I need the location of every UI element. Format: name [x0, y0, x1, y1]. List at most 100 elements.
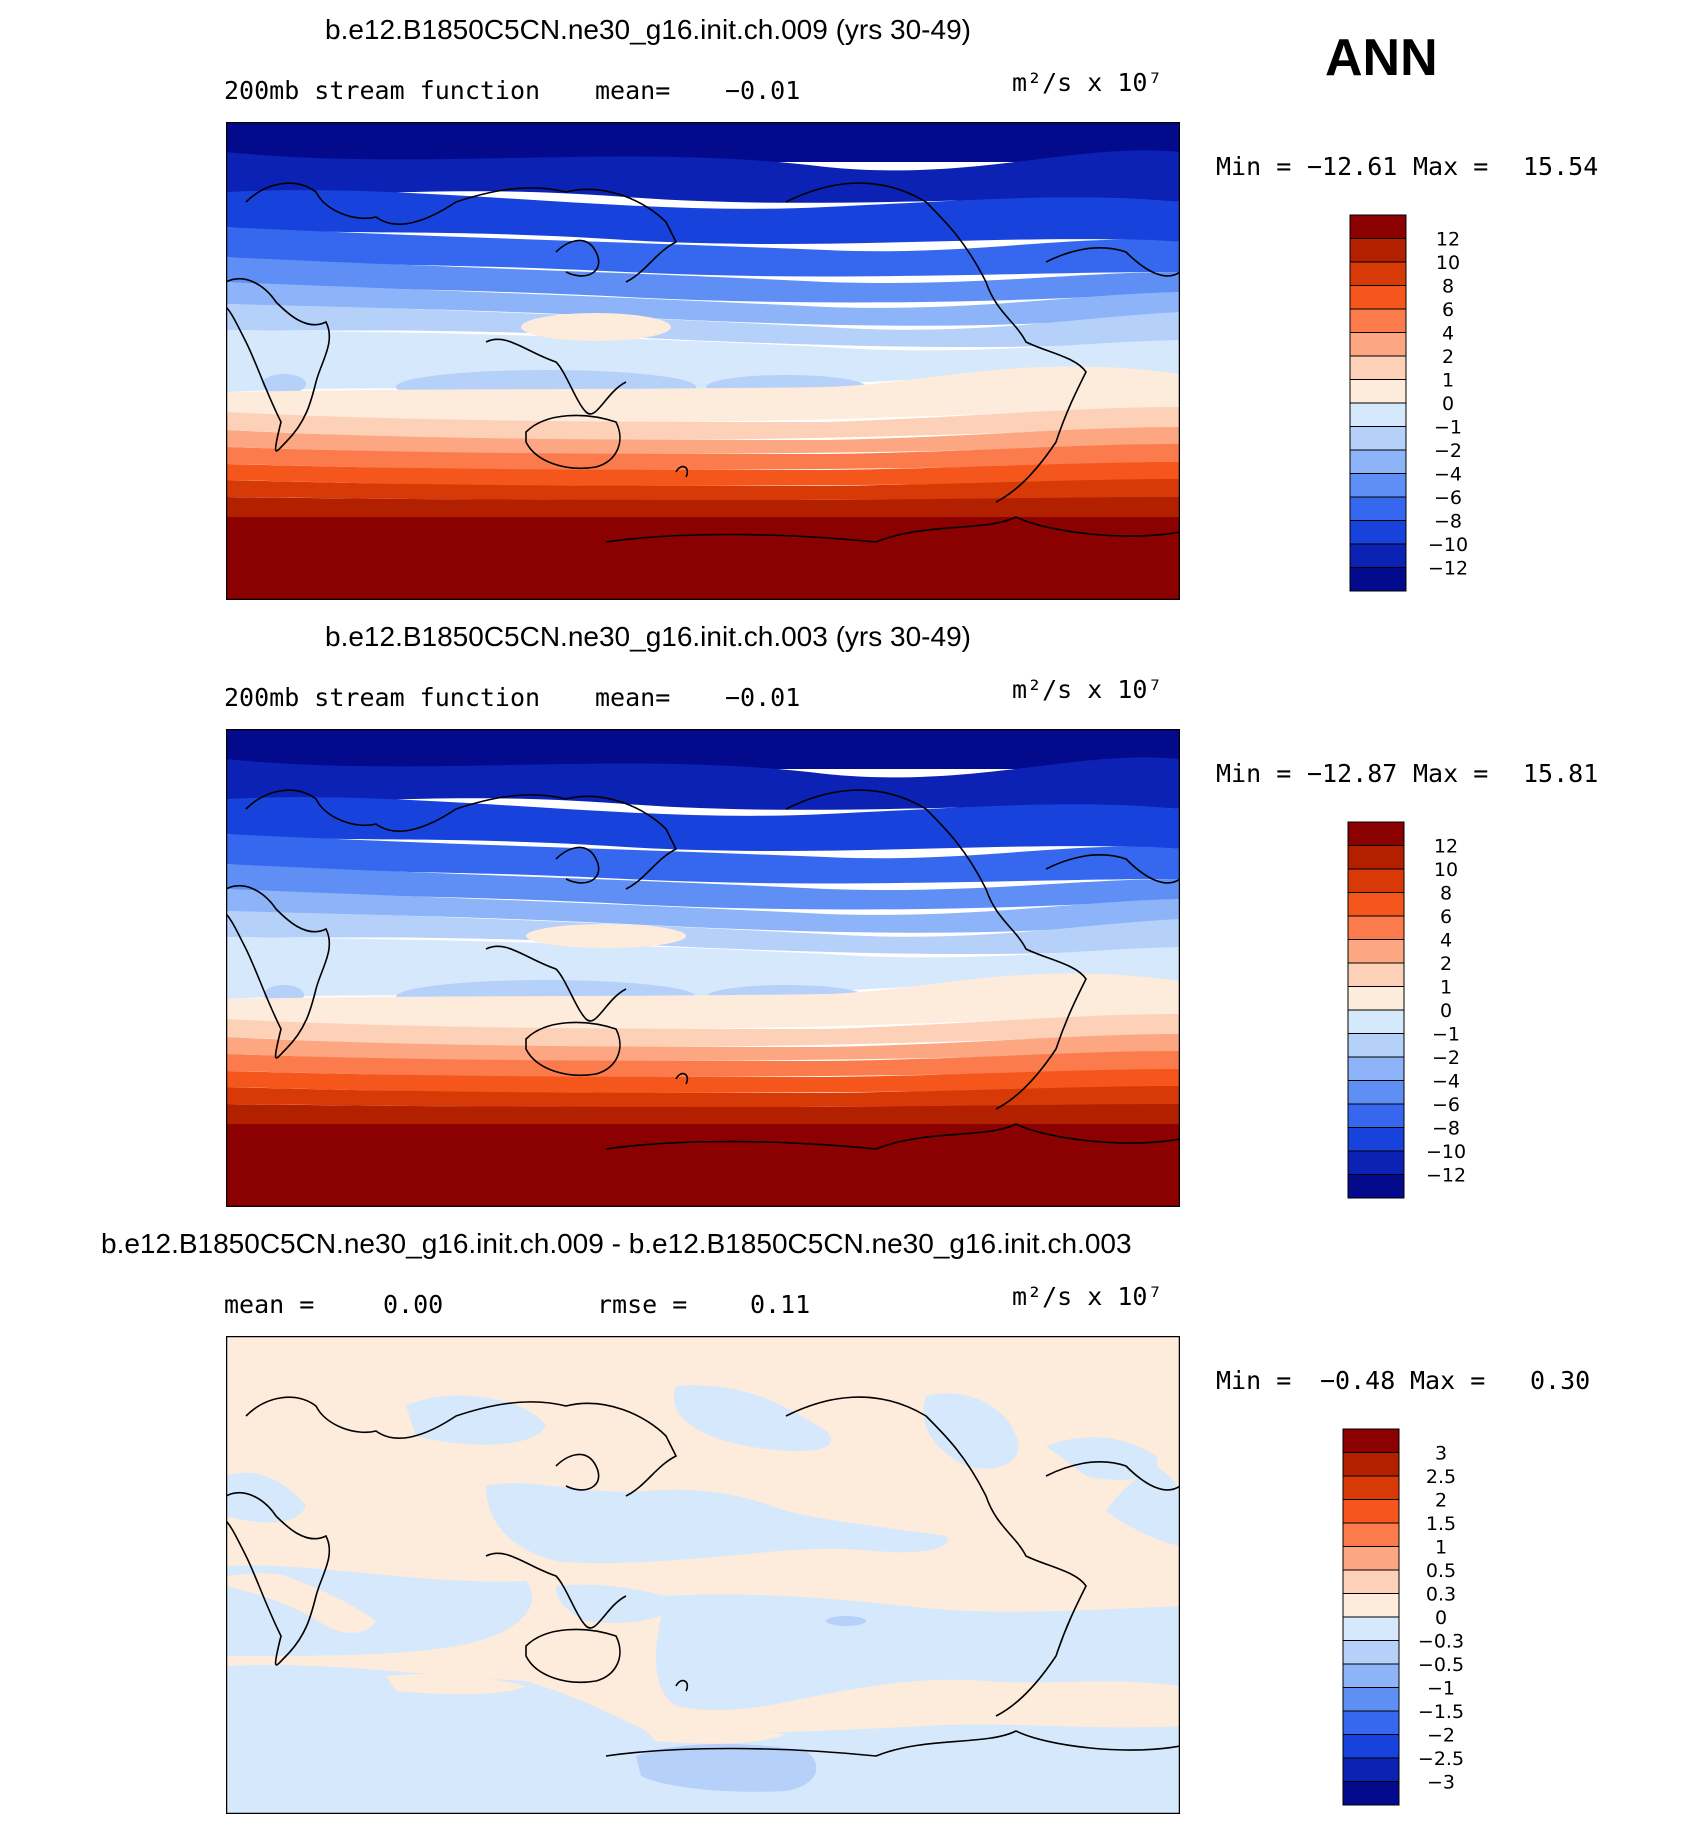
colorbar-swatch: [1347, 845, 1405, 870]
colorbar-swatch: [1342, 1734, 1400, 1759]
panel3-rmse-label: rmse =: [597, 1290, 688, 1319]
colorbar-swatch: [1347, 1009, 1405, 1034]
colorbar-tick-label: −8: [1432, 1118, 1460, 1140]
panel1-coastlines: [226, 182, 1180, 543]
colorbar-swatch: [1342, 1428, 1400, 1453]
colorbar-tick-label: 2: [1440, 953, 1452, 975]
colorbar-swatch: [1349, 426, 1407, 451]
panel1-title: b.e12.B1850C5CN.ne30_g16.init.ch.009 (yr…: [325, 14, 971, 45]
colorbar-tick-label: 10: [1436, 252, 1460, 274]
colorbar-tick-label: −10: [1428, 534, 1468, 556]
colorbar-tick-label: 0: [1440, 1000, 1452, 1022]
colorbar-tick-label: 1: [1440, 977, 1452, 999]
panel2-units: m²/s x 10⁷: [1012, 675, 1163, 704]
colorbar-tick-label: 8: [1442, 276, 1454, 298]
colorbar-swatch: [1349, 379, 1407, 404]
colorbar-tick-label: 12: [1436, 229, 1460, 251]
colorbar-swatch: [1347, 1103, 1405, 1128]
colorbar-swatch: [1347, 915, 1405, 940]
colorbar-swatch: [1342, 1522, 1400, 1547]
colorbar-tick-label: −2: [1427, 1725, 1455, 1747]
panel2-variable-label: 200mb stream function: [224, 683, 541, 712]
colorbar-swatch: [1347, 1080, 1405, 1105]
colorbar-swatch: [1342, 1499, 1400, 1524]
panel1-max-label: Max =: [1413, 152, 1489, 181]
colorbar-swatch: [1342, 1710, 1400, 1735]
colorbar-tick-label: 0: [1442, 393, 1454, 415]
panel3-units: m²/s x 10⁷: [1012, 1282, 1163, 1311]
colorbar-swatch: [1349, 355, 1407, 380]
colorbar-svg: 32.521.510.50.30−0.3−0.5−1−1.5−2−2.5−3: [1342, 1428, 1464, 1806]
colorbar-tick-label: −3: [1427, 1772, 1455, 1794]
colorbar-swatch: [1342, 1475, 1400, 1500]
panel2-max-value: 15.81: [1523, 759, 1599, 788]
panel1-mean-label: mean=: [595, 76, 671, 105]
panel3-map: [226, 1336, 1180, 1814]
colorbar-swatch: [1342, 1640, 1400, 1665]
colorbar-swatch: [1347, 821, 1405, 846]
colorbar-swatch: [1349, 473, 1407, 498]
panel2-title: b.e12.B1850C5CN.ne30_g16.init.ch.003 (yr…: [325, 621, 971, 652]
colorbar-tick-label: 0: [1435, 1607, 1447, 1629]
colorbar-tick-label: 2: [1435, 1490, 1447, 1512]
panel3-bands: [226, 1336, 1180, 1814]
colorbar-tick-label: 6: [1442, 299, 1454, 321]
season-label: ANN: [1325, 29, 1438, 87]
colorbar-swatch: [1342, 1452, 1400, 1477]
colorbar-tick-label: −2: [1434, 440, 1462, 462]
panel2-max-label: Max =: [1413, 759, 1489, 788]
colorbar-swatch: [1349, 543, 1407, 568]
colorbar-swatch: [1349, 496, 1407, 521]
colorbar-tick-label: 8: [1440, 883, 1452, 905]
colorbar-swatch: [1349, 402, 1407, 427]
colorbar-tick-label: 4: [1440, 930, 1452, 952]
colorbar-tick-label: −4: [1434, 464, 1462, 486]
panel1-variable-label: 200mb stream function: [224, 76, 541, 105]
panel3-title: b.e12.B1850C5CN.ne30_g16.init.ch.009 - b…: [101, 1228, 1132, 1259]
colorbar-swatch: [1342, 1616, 1400, 1641]
colorbar-swatch: [1342, 1757, 1400, 1782]
panel2-coastlines: [226, 789, 1180, 1150]
colorbar-swatch: [1347, 868, 1405, 893]
panel2-mean-value: −0.01: [725, 683, 801, 712]
panel3-coastlines: [226, 1396, 1180, 1757]
colorbar-tick-label: −10: [1426, 1141, 1466, 1163]
colorbar-tick-label: −2: [1432, 1047, 1460, 1069]
panel1-bands: [226, 122, 1180, 600]
colorbar-swatch: [1342, 1546, 1400, 1571]
colorbar-tick-label: −12: [1426, 1165, 1466, 1187]
panel1-map: [226, 122, 1180, 600]
panel3-max-value: 0.30: [1530, 1366, 1591, 1395]
colorbar-swatch: [1349, 214, 1407, 239]
colorbar-swatch: [1349, 261, 1407, 286]
panel1-units: m²/s x 10⁷: [1012, 68, 1163, 97]
panel3-rmse-value: 0.11: [750, 1290, 811, 1319]
colorbar-tick-label: −1: [1432, 1024, 1460, 1046]
panel1-colorbar: 12 10 8 6 4 2 1 0 −1 −2 −4 −6 −8 −10 −12: [1349, 214, 1468, 592]
panel2-min-value: −12.87: [1307, 759, 1398, 788]
panel3-colorbar: 3 2.5 2 1.5 1 0.5 0.3 0 −0.3 −0.5 −1 −1.5 −2 −2.5 −3: [1342, 1428, 1464, 1806]
panel2-bands: [226, 729, 1180, 1207]
colorbar-tick-label: 3: [1435, 1443, 1447, 1465]
colorbar-swatch: [1349, 308, 1407, 333]
panel2-colorbar: 12 10 8 6 4 2 1 0 −1 −2 −4 −6 −8 −10 −12: [1347, 821, 1466, 1199]
colorbar-swatch: [1349, 285, 1407, 310]
panel2-map: [226, 729, 1180, 1207]
colorbar-swatch: [1347, 1127, 1405, 1152]
colorbar-swatch: [1347, 939, 1405, 964]
panel3-max-label: Max =: [1410, 1366, 1486, 1395]
colorbar-swatch: [1347, 1174, 1405, 1199]
colorbar-tick-label: 2: [1442, 346, 1454, 368]
colorbar-swatch: [1342, 1687, 1400, 1712]
colorbar-tick-label: 0.5: [1426, 1560, 1456, 1582]
panel1-max-value: 15.54: [1523, 152, 1599, 181]
colorbar-swatch: [1347, 1150, 1405, 1175]
colorbar-tick-label: −2.5: [1418, 1748, 1464, 1770]
colorbar-tick-label: −4: [1432, 1071, 1460, 1093]
colorbar-tick-label: −0.3: [1418, 1631, 1464, 1653]
colorbar-tick-label: 4: [1442, 323, 1454, 345]
colorbar-swatch: [1349, 567, 1407, 592]
panel3-mean-label: mean =: [224, 1290, 315, 1319]
